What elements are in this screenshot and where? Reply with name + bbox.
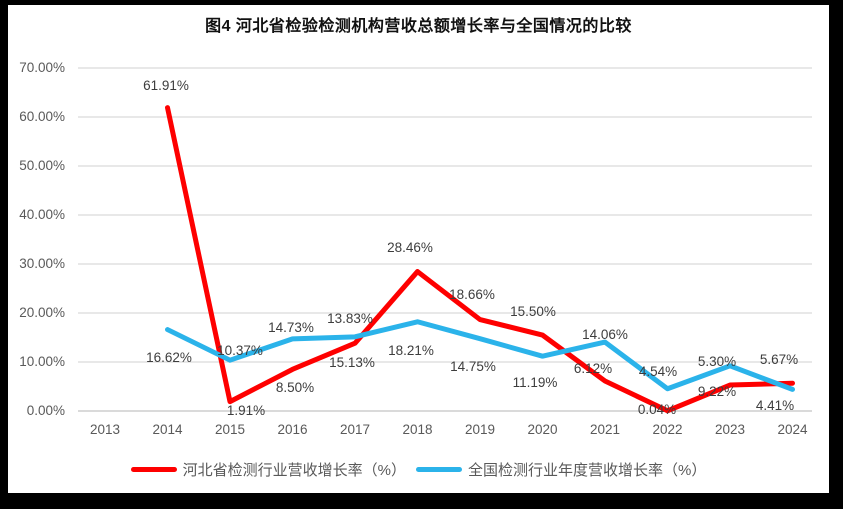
data-label: 11.19% xyxy=(512,375,558,390)
data-label: 14.06% xyxy=(582,327,628,342)
x-axis-tick: 2022 xyxy=(652,422,683,437)
data-label: 0.04% xyxy=(637,402,677,417)
legend-label-hebei: 河北省检测行业营收增长率（%） xyxy=(182,462,406,479)
data-label: 6.12% xyxy=(573,361,613,376)
data-label: 18.66% xyxy=(449,287,495,302)
y-axis-tick: 30.00% xyxy=(19,256,65,271)
data-label: 14.73% xyxy=(268,320,314,335)
national-line-marker xyxy=(416,467,462,472)
data-label: 15.13% xyxy=(329,355,375,370)
data-label: 10.37% xyxy=(217,343,263,358)
x-axis-tick: 2014 xyxy=(152,422,183,437)
x-axis-tick: 2015 xyxy=(214,422,246,437)
x-axis-tick: 2024 xyxy=(777,422,808,437)
y-axis-tick: 0.00% xyxy=(26,403,65,418)
data-label: 13.83% xyxy=(327,311,373,326)
x-axis-tick: 2017 xyxy=(339,422,371,437)
data-label: 5.30% xyxy=(697,354,737,369)
data-label: 8.50% xyxy=(275,380,315,395)
x-axis-tick: 2016 xyxy=(277,422,308,437)
data-label: 16.62% xyxy=(146,350,192,365)
y-axis-tick: 50.00% xyxy=(19,158,65,173)
data-label: 1.91% xyxy=(226,403,266,418)
legend-item-hebei: 河北省检测行业营收增长率（%） xyxy=(130,459,406,480)
x-axis-tick: 2019 xyxy=(464,422,496,437)
x-axis-tick: 2021 xyxy=(589,422,621,437)
data-label: 18.21% xyxy=(388,343,434,358)
data-label: 61.91% xyxy=(143,78,189,93)
x-axis-tick: 2018 xyxy=(402,422,433,437)
data-label: 9.22% xyxy=(697,384,737,399)
y-axis-tick: 10.00% xyxy=(19,354,65,369)
national-series-line xyxy=(165,319,795,392)
hebei-line-marker xyxy=(130,467,177,472)
chart-panel xyxy=(8,5,829,493)
legend-item-national: 全国检测行业年度营收增长率（%） xyxy=(416,459,706,480)
y-axis-tick: 70.00% xyxy=(19,60,65,75)
x-axis-tick: 2023 xyxy=(714,422,746,437)
data-label: 15.50% xyxy=(510,304,556,319)
y-axis-tick: 40.00% xyxy=(19,207,65,222)
data-label: 14.75% xyxy=(450,359,496,374)
hebei-series-line xyxy=(165,105,795,414)
data-label: 4.41% xyxy=(755,398,795,413)
x-axis-tick: 2020 xyxy=(527,422,558,437)
data-label: 5.67% xyxy=(759,352,799,367)
data-label: 4.54% xyxy=(638,364,678,379)
legend: 河北省检测行业营收增长率（%） 全国检测行业年度营收增长率（%） xyxy=(8,459,829,480)
chart-title: 图4 河北省检验检测机构营收总额增长率与全国情况的比较 xyxy=(205,18,632,35)
legend-label-national: 全国检测行业年度营收增长率（%） xyxy=(468,462,707,479)
y-axis-tick: 60.00% xyxy=(19,109,65,124)
data-label: 28.46% xyxy=(387,240,433,255)
x-axis-tick: 2013 xyxy=(89,422,121,437)
y-axis-tick: 20.00% xyxy=(19,305,65,320)
